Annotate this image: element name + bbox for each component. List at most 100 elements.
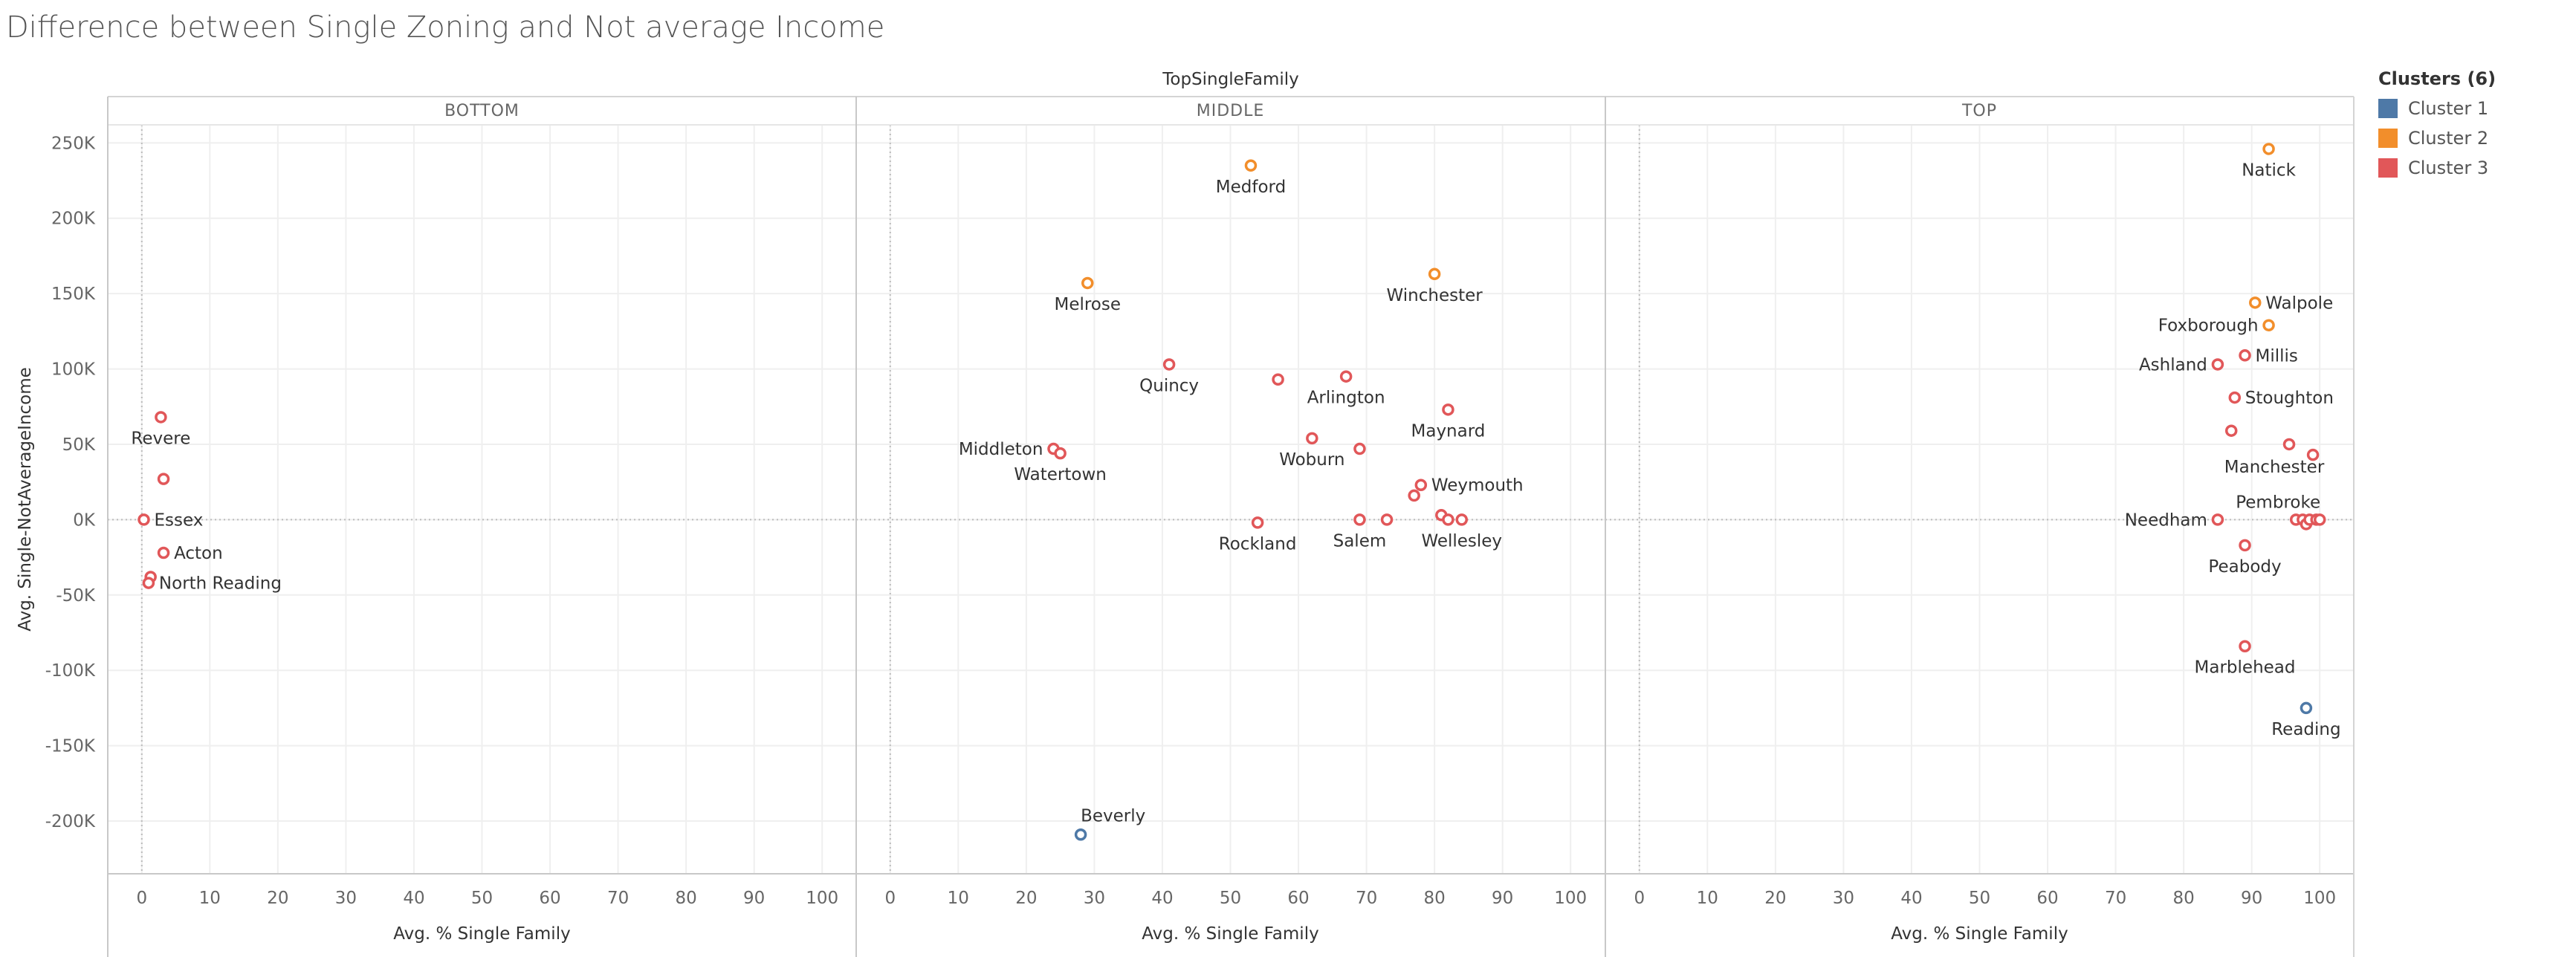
- data-label: Maynard: [1411, 421, 1486, 441]
- data-point: [2262, 319, 2275, 331]
- data-point: [157, 473, 170, 485]
- x-tick-label: 0: [1634, 889, 1645, 908]
- data-label: Middleton: [959, 440, 1043, 459]
- x-tick-label: 40: [403, 889, 424, 908]
- data-label: Ashland: [2139, 355, 2207, 374]
- legend-swatch: [2378, 158, 2398, 178]
- data-point: [1414, 478, 1428, 491]
- x-tick-label: 20: [267, 889, 288, 908]
- legend-item-cluster-3[interactable]: Cluster 3: [2378, 153, 2496, 183]
- x-tick-label: 50: [1220, 889, 1241, 908]
- y-tick-label: 200K: [51, 210, 96, 229]
- data-point: [1442, 513, 1454, 526]
- y-tick-label: 0K: [73, 510, 96, 530]
- data-label: Rockland: [1219, 534, 1297, 554]
- data-label: Winchester: [1387, 286, 1483, 305]
- data-point: [2228, 391, 2242, 404]
- legend: Clusters (6) Cluster 1 Cluster 2 Cluster…: [2378, 68, 2496, 183]
- data-point: [1054, 447, 1067, 460]
- x-tick-label: 100: [1554, 889, 1587, 908]
- y-tick-label: -150K: [45, 737, 96, 756]
- data-label: Arlington: [1307, 389, 1385, 408]
- legend-swatch: [2378, 129, 2398, 148]
- y-tick-label: 150K: [51, 285, 96, 304]
- x-tick-label: 60: [2036, 889, 2058, 908]
- legend-item-cluster-1[interactable]: Cluster 1: [2378, 94, 2496, 123]
- data-point: [1380, 513, 1394, 526]
- x-axis-title: Avg. % Single Family: [1891, 924, 2068, 944]
- data-point: [1428, 267, 1441, 281]
- x-tick-label: 80: [1423, 889, 1445, 908]
- x-tick-label: 90: [1492, 889, 1513, 908]
- y-tick-label: 250K: [51, 134, 96, 153]
- data-label: Watertown: [1014, 465, 1106, 484]
- x-tick-label: 80: [2172, 889, 2194, 908]
- panel-header-bottom: BOTTOM: [444, 102, 520, 120]
- data-point: [2211, 358, 2224, 371]
- data-point: [1074, 828, 1087, 841]
- data-point: [1251, 516, 1264, 529]
- data-point: [1081, 276, 1094, 290]
- x-tick-label: 10: [948, 889, 969, 908]
- data-point: [2239, 640, 2251, 652]
- data-point: [2313, 513, 2326, 526]
- data-point: [142, 577, 155, 589]
- legend-label: Cluster 1: [2408, 98, 2489, 119]
- data-label: Manchester: [2224, 458, 2325, 477]
- y-tick-label: -200K: [45, 812, 96, 831]
- data-point: [2211, 513, 2224, 526]
- data-point: [1272, 373, 1284, 386]
- data-label: Woburn: [1279, 450, 1344, 470]
- data-point: [1244, 159, 1258, 172]
- x-tick-label: 10: [1697, 889, 1718, 908]
- data-point: [2249, 296, 2262, 309]
- x-tick-label: 0: [136, 889, 147, 908]
- data-label: Stoughton: [2245, 389, 2334, 408]
- x-tick-label: 20: [1015, 889, 1037, 908]
- data-point: [1442, 403, 1454, 416]
- data-label: Medford: [1216, 178, 1286, 197]
- x-axis-title: Avg. % Single Family: [1142, 924, 1318, 944]
- x-tick-label: 70: [2105, 889, 2126, 908]
- data-point: [2239, 539, 2251, 552]
- x-tick-label: 50: [1969, 889, 1990, 908]
- legend-title: Clusters (6): [2378, 68, 2496, 89]
- data-label: Foxborough: [2158, 317, 2259, 336]
- data-label: Peabody: [2208, 557, 2281, 577]
- data-label: Pembroke: [2236, 493, 2320, 512]
- y-tick-label: -50K: [56, 586, 96, 606]
- data-point: [1408, 489, 1420, 502]
- data-label: Acton: [174, 544, 223, 563]
- data-point: [1339, 370, 1353, 383]
- data-label: Melrose: [1054, 295, 1121, 314]
- y-tick-label: 50K: [62, 435, 96, 455]
- data-point: [137, 513, 150, 526]
- legend-swatch: [2378, 99, 2398, 118]
- data-label: Quincy: [1139, 376, 1199, 395]
- legend-item-cluster-2[interactable]: Cluster 2: [2378, 123, 2496, 153]
- y-tick-label: 100K: [51, 360, 96, 380]
- x-tick-label: 20: [1764, 889, 1786, 908]
- x-tick-label: 60: [1287, 889, 1309, 908]
- data-label: Marblehead: [2195, 658, 2296, 678]
- x-tick-label: 90: [2241, 889, 2262, 908]
- data-label: Natick: [2242, 160, 2296, 180]
- data-point: [157, 546, 170, 559]
- x-tick-label: 30: [1084, 889, 1105, 908]
- data-point: [2262, 143, 2275, 155]
- x-tick-label: 40: [1900, 889, 1922, 908]
- x-tick-label: 40: [1151, 889, 1173, 908]
- data-point: [1455, 513, 1469, 526]
- data-point: [1353, 442, 1366, 455]
- data-point: [1306, 432, 1318, 445]
- column-header: TopSingleFamily: [1162, 70, 1299, 89]
- data-point: [2282, 438, 2296, 451]
- data-label: Reading: [2271, 720, 2340, 739]
- x-tick-label: 50: [471, 889, 493, 908]
- data-label: Millis: [2256, 346, 2298, 366]
- data-point: [2239, 349, 2251, 362]
- data-point: [1162, 358, 1176, 371]
- x-tick-label: 60: [539, 889, 560, 908]
- x-tick-label: 100: [2303, 889, 2336, 908]
- data-label: Walpole: [2265, 293, 2333, 313]
